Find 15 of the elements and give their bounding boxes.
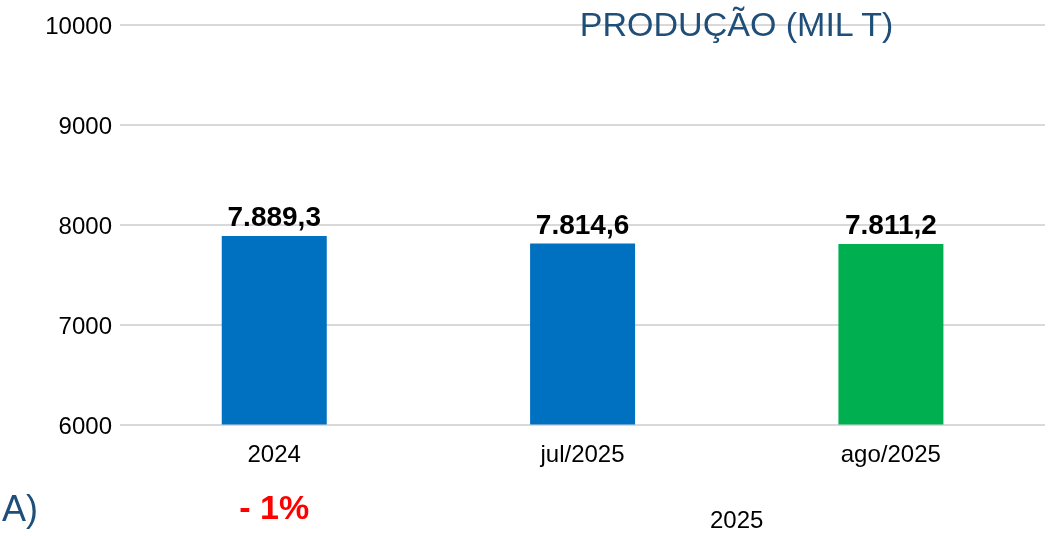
chart-title: PRODUÇÃO (MIL T) (578, 4, 895, 44)
text: 2025 (708, 506, 765, 534)
data-label: 7.814,6 (535, 208, 630, 240)
y-tick-label: 8000 (58, 211, 112, 239)
x-tick-label: ago/2025 (840, 440, 941, 468)
text: - 1% (238, 488, 311, 527)
y-tick-label: 10000 (45, 11, 112, 39)
text: A) (1, 488, 39, 530)
x-tick-label: jul/2025 (539, 440, 625, 468)
y-tick-label: 6000 (58, 411, 112, 439)
data-label: 7.811,2 (844, 208, 937, 240)
y-tick-label: 9000 (58, 111, 112, 139)
data-label: 7.889,3 (227, 201, 321, 233)
x-tick-label: 2024 (247, 440, 301, 468)
y-tick-label: 7000 (58, 311, 112, 339)
